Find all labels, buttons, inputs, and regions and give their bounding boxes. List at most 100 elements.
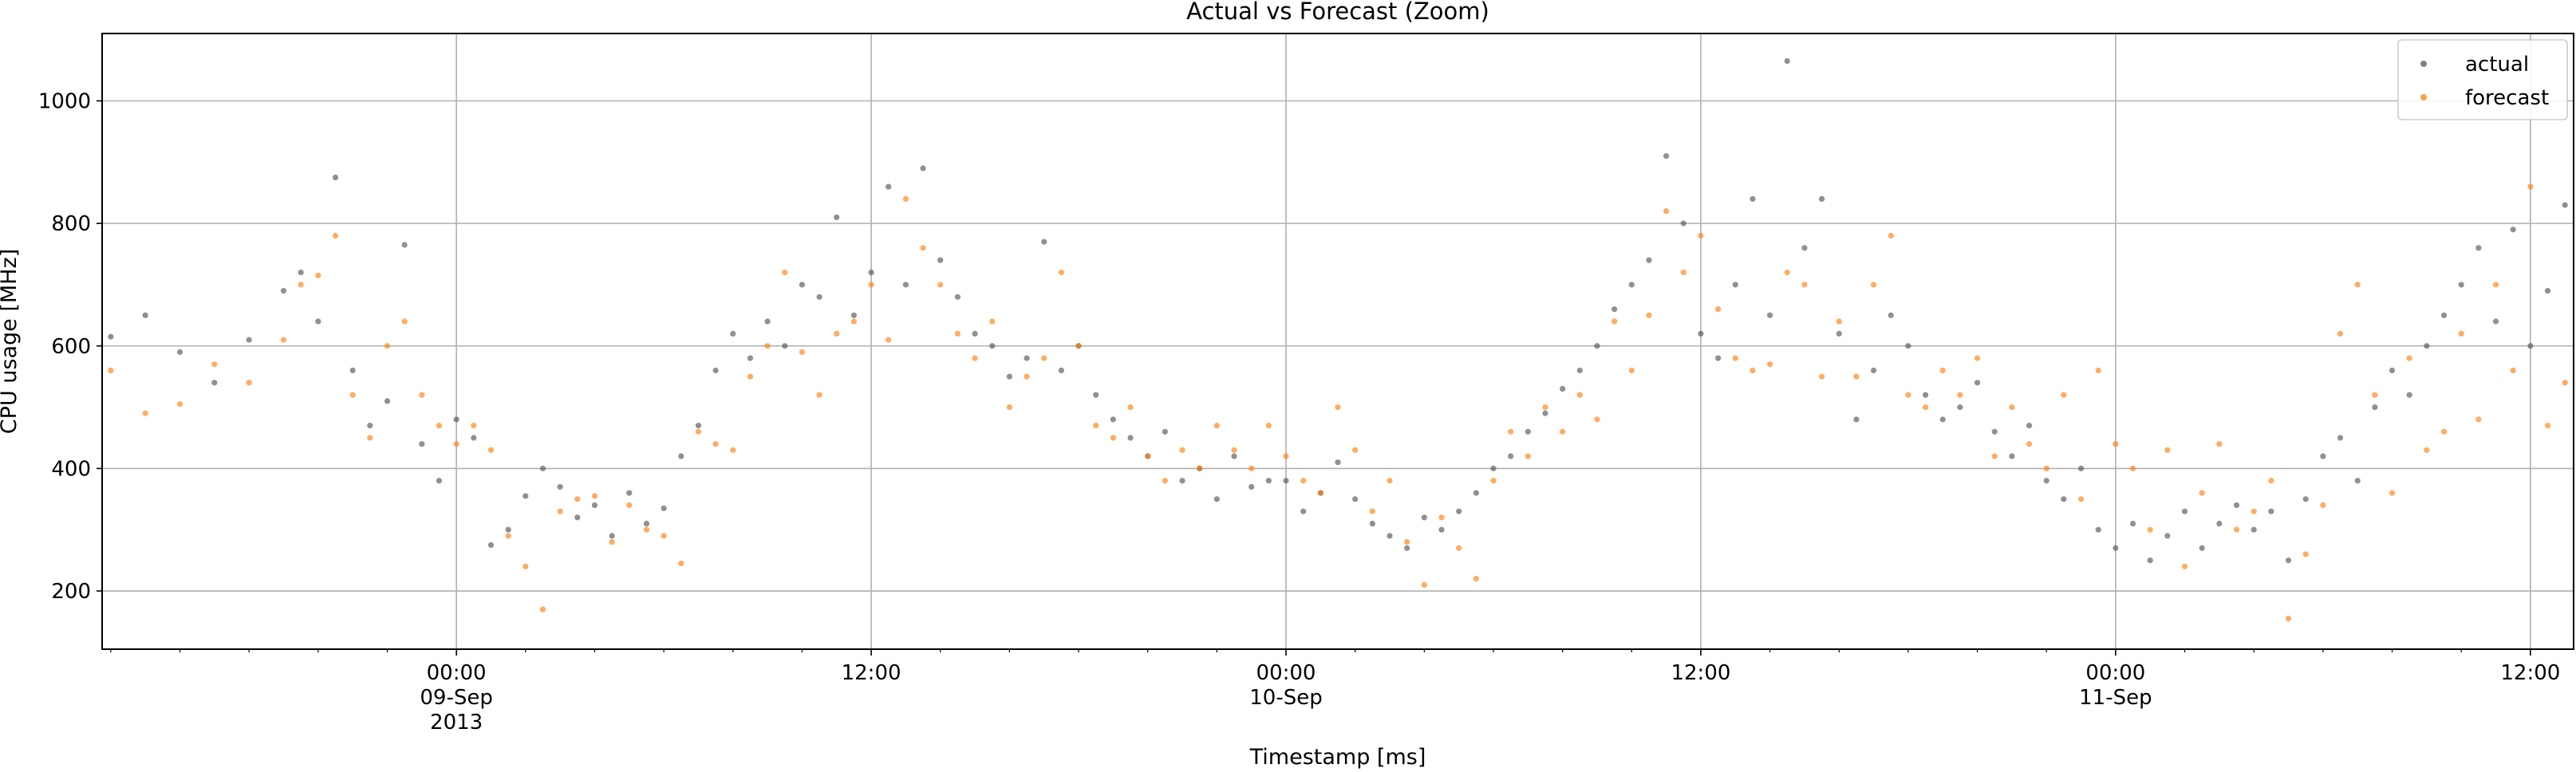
forecast-point [2181, 563, 2188, 569]
actual-point [591, 502, 598, 509]
forecast-point [1041, 355, 1047, 361]
actual-point [695, 423, 702, 429]
forecast-point [591, 493, 598, 499]
actual-point [1473, 490, 1479, 496]
forecast-point [2147, 526, 2153, 533]
actual-point [1560, 385, 1566, 392]
forecast-point [954, 330, 961, 337]
y-tick-label: 600 [51, 335, 91, 359]
forecast-point [2095, 367, 2101, 374]
forecast-point [886, 337, 892, 343]
actual-point [1905, 343, 1911, 349]
forecast-point [2199, 490, 2205, 496]
actual-point [1041, 238, 1047, 245]
actual-point [280, 288, 287, 294]
forecast-point [2510, 367, 2516, 374]
forecast-point [1836, 318, 1842, 325]
actual-point [2440, 312, 2448, 318]
forecast-point [1093, 423, 1099, 429]
actual-point [799, 282, 806, 288]
actual-point [384, 398, 391, 404]
legend-label-forecast: forecast [2465, 86, 2549, 110]
actual-point [2406, 392, 2412, 398]
actual-point [523, 493, 529, 499]
forecast-point [1404, 538, 1410, 546]
forecast-point [1317, 490, 1324, 496]
axes-frame [101, 33, 2574, 650]
forecast-point [384, 343, 391, 349]
forecast-point [1698, 232, 1704, 239]
actual-point [1438, 526, 1445, 533]
grid [102, 33, 2574, 649]
forecast-point [2233, 526, 2240, 533]
forecast-point [1197, 465, 1203, 471]
forecast-point [1905, 392, 1911, 398]
x-axis-label: Timestamp [ms] [1249, 745, 1426, 769]
x-tick-label: 10-Sep [1249, 686, 1322, 710]
y-tick-label: 1000 [38, 89, 91, 113]
forecast-point [436, 423, 443, 429]
forecast-point [1421, 581, 1427, 588]
forecast-point [211, 361, 218, 368]
forecast-point [2354, 282, 2361, 288]
actual-point [2164, 533, 2171, 539]
forecast-point [471, 423, 477, 429]
forecast-point [1819, 373, 1825, 380]
y-tick-label: 800 [51, 212, 91, 236]
forecast-point [1162, 478, 1168, 484]
actual-point [1663, 153, 1670, 160]
actual-point [1213, 496, 1220, 502]
actual-point [937, 257, 944, 263]
actual-point [782, 343, 788, 349]
actual-point [730, 330, 736, 337]
forecast-point [1750, 367, 1756, 374]
series-actual [108, 57, 2568, 564]
forecast-point [2424, 447, 2430, 453]
forecast-point [1300, 478, 1307, 484]
forecast-point [1335, 404, 1341, 411]
legend-marker-forecast [2420, 94, 2427, 100]
actual-point [2043, 478, 2049, 484]
forecast-point [850, 318, 857, 325]
forecast-point [1560, 428, 1566, 435]
forecast-point [2372, 392, 2378, 398]
legend: actual forecast [2397, 39, 2568, 120]
forecast-point [453, 441, 460, 447]
actual-point [1784, 57, 1790, 65]
forecast-point [1732, 355, 1738, 361]
forecast-point [1957, 392, 1963, 398]
forecast-point [505, 533, 511, 539]
actual-point [1231, 453, 1237, 459]
actual-point [2147, 557, 2153, 564]
forecast-point [1594, 416, 1600, 423]
actual-point [1283, 478, 1289, 484]
x-tick-label: 12:00 [842, 661, 901, 685]
actual-point [2112, 545, 2119, 551]
actual-point [902, 282, 909, 288]
actual-point [2302, 496, 2309, 502]
forecast-point [2026, 441, 2033, 447]
forecast-point [523, 563, 529, 569]
forecast-point [1939, 367, 1946, 374]
actual-point [764, 318, 771, 325]
forecast-point [557, 508, 563, 514]
actual-point [2354, 478, 2361, 484]
forecast-point [1974, 355, 1981, 361]
actual-point [246, 337, 252, 343]
forecast-point [2544, 423, 2551, 429]
actual-point [712, 367, 719, 374]
forecast-point [2251, 508, 2257, 514]
actual-point [1939, 416, 1946, 423]
actual-point [1750, 195, 1756, 203]
actual-point [1369, 520, 1375, 527]
forecast-point [1991, 453, 1998, 459]
forecast-point [2337, 330, 2344, 337]
actual-point [2458, 282, 2464, 288]
forecast-point [2077, 496, 2085, 502]
actual-point [2216, 520, 2223, 527]
forecast-point [2164, 447, 2171, 453]
forecast-point [1283, 453, 1289, 459]
forecast-point [246, 380, 252, 386]
forecast-point [1888, 232, 1894, 239]
